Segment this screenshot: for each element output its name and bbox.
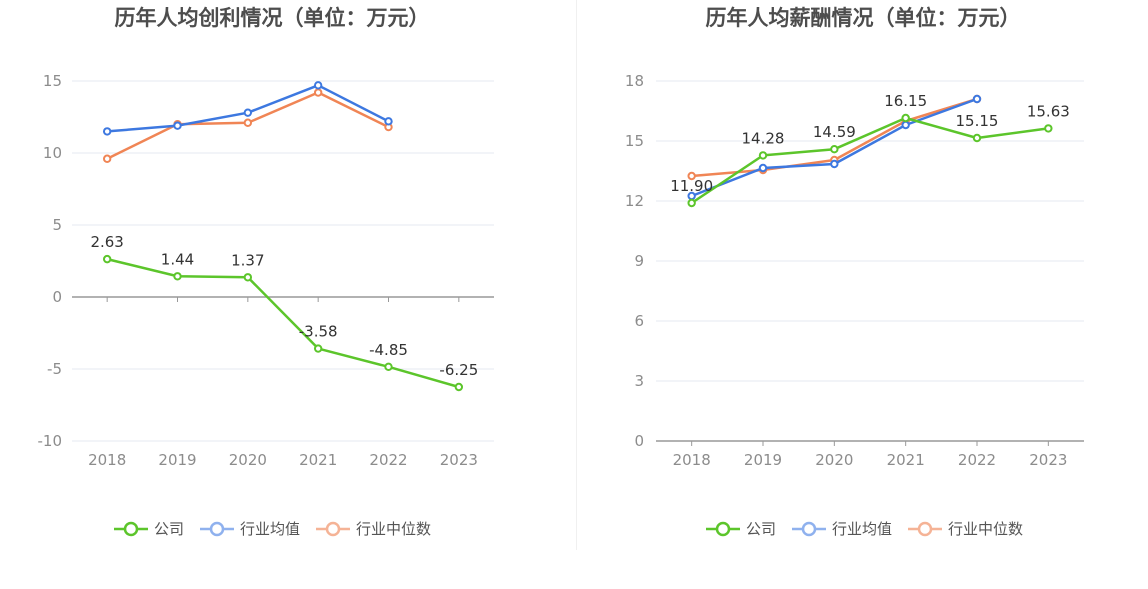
x-tick-label: 2021 [299,451,337,469]
y-tick-label: 15 [625,132,644,150]
data-point-0 [313,344,323,353]
legend-label: 公司 [154,520,184,538]
x-tick-label: 2022 [958,451,996,469]
legend-label: 行业均值 [832,520,892,538]
data-point-1 [758,163,768,173]
y-tick-label: 18 [625,72,644,90]
x-tick-label: 2019 [744,451,782,469]
y-tick-label: 0 [52,288,62,306]
data-point-0 [972,133,982,143]
x-tick-label: 2022 [369,451,407,469]
data-point-1 [972,94,982,104]
y-tick-label: 6 [634,312,644,330]
data-point-2 [102,154,112,163]
data-label: 1.37 [231,251,264,269]
x-tick-label: 2023 [440,451,478,469]
legend-marker [123,521,139,537]
data-point-0 [1044,124,1053,133]
x-tick-label: 2019 [158,451,196,469]
data-point-1 [313,81,323,90]
y-tick-label: 9 [634,252,644,270]
profit-chart-svg: 历年人均创利情况（单位：万元） 15 10 5 0 -5 -10 2018 2019 2020 20… [38,6,494,538]
y-tick-label: 3 [634,372,644,390]
chart-title: 历年人均薪酬情况（单位：万元） [706,6,1021,30]
series-line-0 [690,116,1049,205]
data-label: -4.85 [369,341,408,359]
y-tick-label: -5 [47,360,62,378]
legend-marker [801,521,817,537]
y-tick-label: 5 [52,216,62,234]
data-point-1 [102,127,112,136]
salary-chart-svg: 历年人均薪酬情况（单位：万元） 18 15 12 9 6 3 0 2018 2019 2020 202… [625,6,1084,538]
data-point-0 [173,272,182,281]
x-tick-label: 2020 [815,451,853,469]
y-tick-label: 10 [43,144,62,162]
x-tick-label: 2018 [88,451,126,469]
data-point-0 [454,382,464,392]
data-point-0 [830,145,839,154]
data-label: -6.25 [439,361,478,379]
x-tick-label: 2020 [229,451,267,469]
legend-marker [917,521,933,537]
data-point-0 [687,198,696,208]
y-tick-label: 12 [625,192,644,210]
data-point-0 [384,362,393,372]
data-point-0 [243,273,253,282]
data-label: 15.63 [1027,102,1070,120]
y-tick-label: 0 [634,432,644,450]
y-tick-label: -10 [38,432,63,450]
legend-marker [715,521,731,537]
data-point-1 [830,159,839,169]
data-label: 2.63 [90,233,123,251]
legend-label: 行业中位数 [948,520,1023,538]
chart-divider [576,0,577,550]
data-point-1 [384,117,393,126]
x-tick-label: 2021 [887,451,925,469]
data-label: 11.90 [670,177,713,195]
data-point-2 [687,171,696,181]
data-point-0 [901,113,910,123]
legend-label: 行业中位数 [356,520,431,538]
legend-label: 公司 [746,520,776,538]
data-label: 14.59 [813,123,856,141]
data-point-1 [901,120,910,130]
data-label: -3.58 [299,323,338,341]
data-point-0 [758,151,768,160]
legend-label: 行业均值 [240,520,300,538]
profit-per-capita-chart: 历年人均创利情况（单位：万元） 15 10 5 0 -5 -10 2018 2019 2020 20… [38,6,494,538]
series-line-0 [106,257,460,389]
salary-per-capita-chart: 历年人均薪酬情况（单位：万元） 18 15 12 9 6 3 0 2018 2019 2020 202… [578,0,1148,589]
legend-marker [325,521,341,537]
x-tick-label: 2023 [1029,451,1067,469]
data-point-1 [173,121,182,130]
chart-title: 历年人均创利情况（单位：万元） [115,6,430,30]
legend-marker [209,521,225,537]
y-tick-label: 15 [43,72,62,90]
data-label: 14.28 [742,129,785,147]
data-point-2 [313,88,323,97]
data-point-0 [102,254,112,264]
data-label: 15.15 [956,112,999,130]
data-point-2 [243,118,253,127]
data-point-1 [243,108,253,117]
data-label: 1.44 [161,250,194,268]
data-label: 16.15 [884,92,927,110]
x-tick-label: 2018 [673,451,711,469]
